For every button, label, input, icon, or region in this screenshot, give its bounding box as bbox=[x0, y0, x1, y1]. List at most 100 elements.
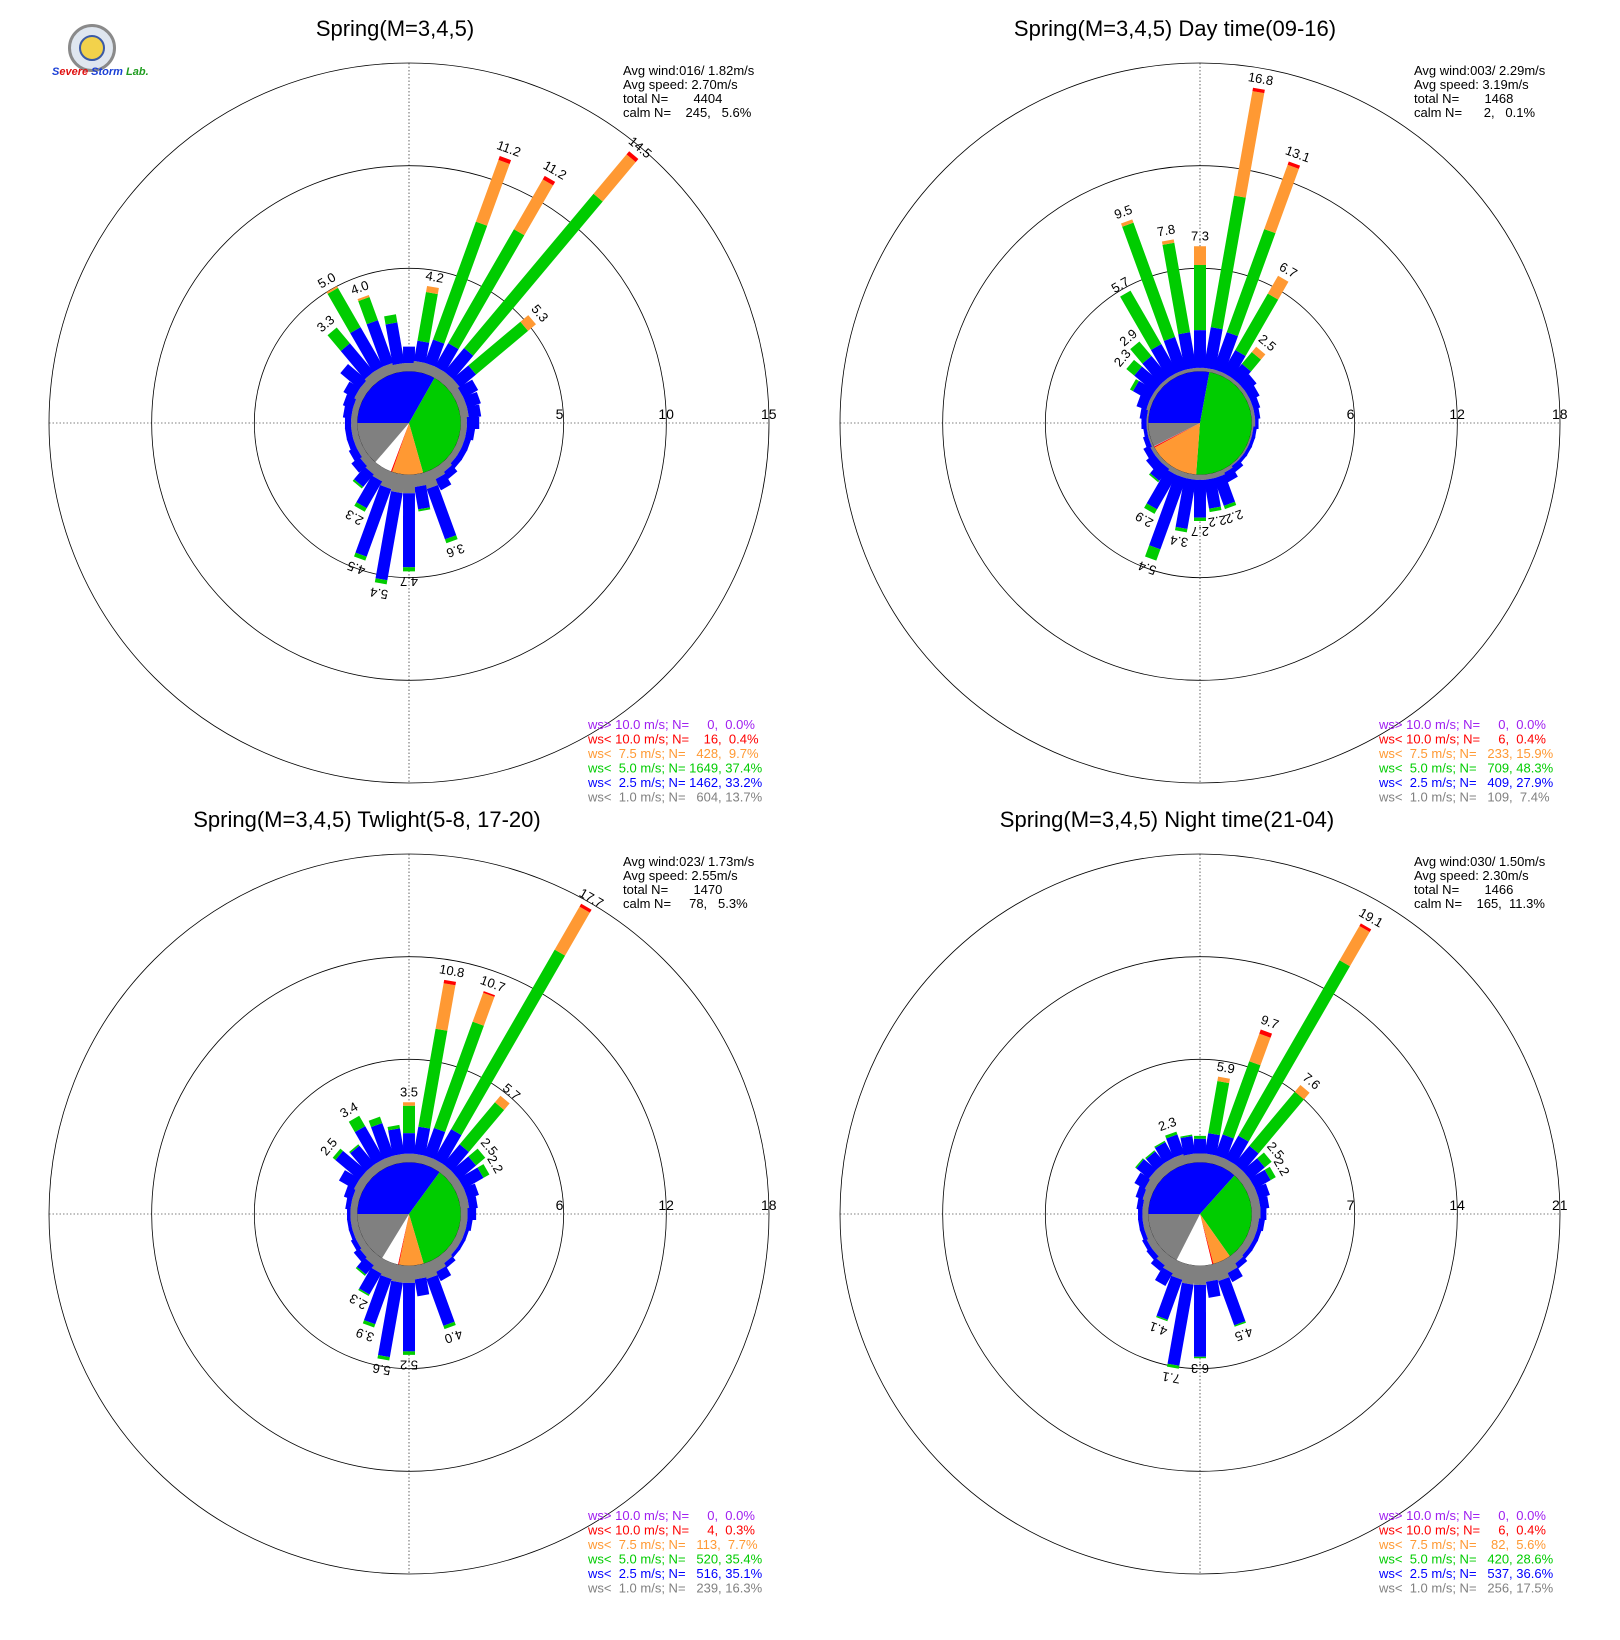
wind-bar-segment bbox=[463, 1183, 479, 1200]
wind-bar-segment bbox=[350, 1217, 360, 1231]
wind-bar-segment bbox=[343, 1185, 357, 1200]
wind-bar-segment bbox=[351, 417, 358, 429]
legend-entry: ws< 7.5 m/s; N= 428, 9.7% bbox=[587, 746, 759, 761]
wind-bar-segment bbox=[1150, 344, 1178, 379]
wind-bar-segment bbox=[1217, 1076, 1230, 1084]
wind-bar-segment bbox=[344, 417, 352, 429]
wind-rose-panel: 6 12 187.316.813.16.72.52.22.22.73.45.42.9… bbox=[839, 16, 1568, 805]
wind-bar-segment bbox=[384, 314, 398, 325]
wind-bar-segment bbox=[426, 485, 457, 540]
wind-bar-segment bbox=[1142, 1217, 1151, 1230]
wind-bar-segment bbox=[1257, 1152, 1272, 1168]
wind-bar-segment bbox=[357, 295, 370, 302]
stats-line: calm N= 2, 0.1% bbox=[1414, 105, 1535, 120]
wind-bar-segment bbox=[460, 1208, 468, 1220]
wind-bar-segment bbox=[1213, 474, 1236, 506]
wind-bar-segment bbox=[1248, 1238, 1258, 1251]
wind-bar-segment bbox=[1194, 246, 1206, 266]
bar-value-label: 16.8 bbox=[1247, 69, 1275, 88]
bar-value-label: 10.7 bbox=[478, 972, 507, 995]
wind-bar-segment bbox=[466, 404, 482, 419]
wind-bar-segment bbox=[1154, 1267, 1173, 1286]
calm-pie-slice bbox=[1200, 1175, 1252, 1257]
calm-pie-slice bbox=[1176, 1214, 1213, 1266]
wind-bar-segment bbox=[456, 1238, 466, 1251]
wind-bar-segment bbox=[1194, 330, 1206, 368]
wind-bar-segment bbox=[1227, 1267, 1243, 1283]
bar-value-label: 11.2 bbox=[495, 137, 523, 159]
wind-bar-segment bbox=[353, 1248, 367, 1262]
wind-bar-segment bbox=[1213, 332, 1238, 374]
wind-bar-segment bbox=[418, 507, 431, 512]
wind-bar-segment bbox=[442, 465, 458, 480]
bar-value-label: 5.4 bbox=[1136, 558, 1158, 578]
wind-bar-segment bbox=[1174, 526, 1188, 533]
wind-bar-segment bbox=[459, 1102, 505, 1152]
wind-bar-segment bbox=[494, 1095, 510, 1110]
wind-bar-segment bbox=[1241, 351, 1261, 372]
wind-bar-segment bbox=[1251, 1208, 1261, 1220]
legend-entry: ws< 1.0 m/s; N= 256, 17.5% bbox=[1378, 1581, 1554, 1596]
wind-bar-segment bbox=[403, 1282, 415, 1352]
wind-bar-segment bbox=[377, 1355, 390, 1361]
wind-bar-segment bbox=[1146, 426, 1151, 439]
wind-bar-segment bbox=[461, 1228, 470, 1241]
wind-bar-segment bbox=[1242, 1158, 1265, 1180]
wind-bar-segment bbox=[1167, 1282, 1194, 1366]
wind-bar-segment bbox=[363, 1275, 392, 1325]
wind-bar-segment bbox=[1253, 406, 1261, 420]
wind-bar-segment bbox=[1147, 435, 1154, 447]
wind-bar-segment bbox=[426, 285, 439, 295]
wind-bar-segment bbox=[1249, 1197, 1261, 1211]
wind-bar-segment bbox=[444, 348, 474, 380]
wind-bar-segment bbox=[1249, 396, 1261, 410]
wind-bar-segment bbox=[1194, 367, 1206, 372]
wind-bar-segment bbox=[1139, 406, 1149, 420]
wind-bar-segment bbox=[1136, 1197, 1145, 1210]
wind-bar-segment bbox=[1203, 477, 1221, 509]
wind-bar-segment bbox=[326, 286, 338, 294]
stats-line: calm N= 78, 5.3% bbox=[623, 896, 748, 911]
stats-line: Avg speed: 2.55m/s bbox=[623, 868, 738, 883]
bar-value-label: 3.5 bbox=[400, 1085, 418, 1100]
wind-bar-segment bbox=[403, 346, 415, 364]
wind-bar-segment bbox=[327, 327, 350, 351]
wind-bar-segment bbox=[1146, 407, 1151, 420]
wind-bar-segment bbox=[1166, 1134, 1185, 1158]
wind-bar-segment bbox=[350, 1208, 358, 1220]
wind-bar-segment bbox=[1148, 473, 1160, 483]
wind-bar-segment bbox=[1134, 366, 1162, 393]
legend-entry: ws< 2.5 m/s; N= 537, 36.6% bbox=[1378, 1566, 1554, 1581]
wind-bar-segment bbox=[1238, 374, 1257, 393]
ring-label: 6 bbox=[1347, 406, 1355, 422]
wind-bar-segment bbox=[1135, 1185, 1147, 1200]
wind-bar-segment bbox=[451, 949, 566, 1136]
stats-line: calm N= 165, 11.3% bbox=[1414, 896, 1545, 911]
panel-title: Spring(M=3,4,5) Twlight(5-8, 17-20) bbox=[193, 807, 540, 832]
wind-bar-segment bbox=[435, 1266, 452, 1282]
university-seal-icon bbox=[68, 24, 116, 72]
wind-bar-segment bbox=[472, 992, 495, 1026]
ring-label: 12 bbox=[1449, 406, 1465, 422]
wind-bar-segment bbox=[348, 1115, 366, 1133]
wind-bar-segment bbox=[1184, 367, 1197, 374]
wind-bar-segment bbox=[355, 485, 392, 557]
ring-label: 18 bbox=[1552, 406, 1568, 422]
wind-bar-segment bbox=[375, 491, 403, 581]
wind-bar-segment bbox=[1287, 161, 1301, 169]
wind-bar-segment bbox=[1249, 426, 1254, 439]
wind-bar-segment bbox=[403, 1153, 415, 1163]
wind-bar-segment bbox=[340, 364, 367, 390]
wind-bar-segment bbox=[387, 1124, 400, 1131]
wind-bar-segment bbox=[1194, 479, 1206, 518]
calm-pie-slice bbox=[1148, 423, 1200, 447]
stats-line: Avg wind:030/ 1.50m/s bbox=[1414, 854, 1546, 869]
wind-bar-segment bbox=[1258, 1196, 1270, 1210]
wind-bar-segment bbox=[414, 485, 430, 510]
wind-bar-segment bbox=[444, 535, 458, 544]
wind-bar-segment bbox=[450, 1247, 461, 1259]
legend-entry: ws< 10.0 m/s; N= 6, 0.4% bbox=[1378, 732, 1546, 747]
wind-bar-segment bbox=[626, 151, 639, 163]
wind-bar-segment bbox=[1175, 477, 1197, 530]
legend-entry: ws< 2.5 m/s; N= 409, 27.9% bbox=[1378, 775, 1554, 790]
